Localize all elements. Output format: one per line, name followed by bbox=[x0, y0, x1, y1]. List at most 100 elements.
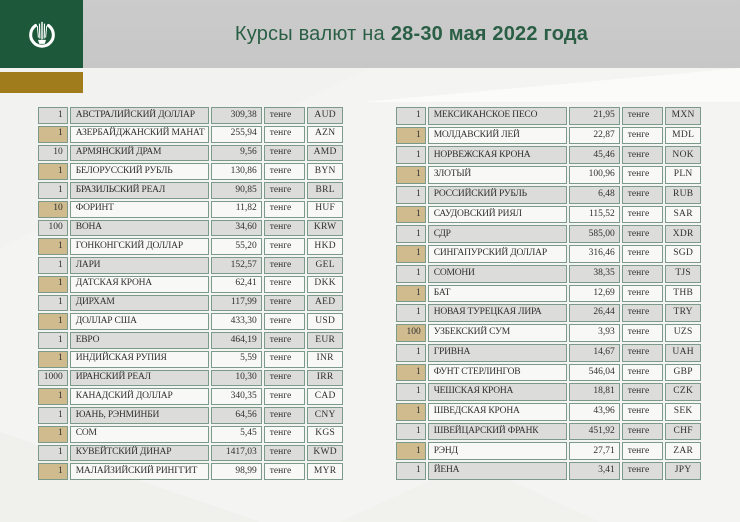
currency-name-cell: АЗЕРБАЙДЖАНСКИЙ МАНАТ bbox=[69, 125, 210, 143]
unit-cell: тенге bbox=[621, 245, 664, 263]
rate-value-cell: 98,99 bbox=[211, 463, 262, 480]
currency-row: 1 РОССИЙСКИЙ РУБЛЬ 6,48 тенге RUB bbox=[396, 185, 701, 204]
currency-code-cell: BRL bbox=[307, 182, 343, 199]
rate-value-cell: 1417,03 bbox=[211, 444, 262, 462]
rate-value-cell: 115,52 bbox=[569, 205, 620, 224]
unit-cell: тенге bbox=[621, 304, 664, 323]
currency-row: 1 НОРВЕЖСКАЯ КРОНА 45,46 тенге NOK bbox=[396, 146, 701, 165]
quantity-cell: 1 bbox=[396, 343, 426, 362]
quantity-cell: 1 bbox=[396, 462, 426, 480]
quantity-cell: 1 bbox=[396, 304, 426, 323]
quantity-cell: 1 bbox=[38, 425, 68, 443]
currency-row: 1 ЗЛОТЫЙ 100,96 тенге PLN bbox=[396, 166, 701, 184]
rate-value-cell: 130,86 bbox=[211, 163, 262, 180]
currency-row: 1 ФУНТ СТЕРЛИНГОВ 546,04 тенге GBP bbox=[396, 363, 701, 382]
rate-value-cell: 585,00 bbox=[569, 225, 620, 244]
quantity-cell: 100 bbox=[396, 324, 426, 342]
currency-row: 1 ЙЕНА 3,41 тенге JPY bbox=[396, 462, 701, 480]
gold-accent-bar bbox=[0, 72, 83, 93]
currency-name-cell: ГРИВНА bbox=[427, 343, 568, 362]
currency-row: 1 СДР 585,00 тенге XDR bbox=[396, 225, 701, 244]
rate-value-cell: 100,96 bbox=[569, 166, 620, 184]
rate-value-cell: 14,67 bbox=[569, 343, 620, 362]
quantity-cell: 10 bbox=[38, 144, 68, 162]
currency-row: 1 НОВАЯ ТУРЕЦКАЯ ЛИРА 26,44 тенге TRY bbox=[396, 304, 701, 323]
currency-row: 1 САУДОВСКИЙ РИЯЛ 115,52 тенге SAR bbox=[396, 205, 701, 224]
currency-code-cell: TJS bbox=[665, 264, 701, 283]
currency-name-cell: ФУНТ СТЕРЛИНГОВ bbox=[427, 363, 568, 382]
rate-value-cell: 309,38 bbox=[211, 107, 262, 124]
quantity-cell: 1000 bbox=[38, 369, 68, 387]
unit-cell: тенге bbox=[263, 163, 306, 180]
quantity-cell: 1 bbox=[38, 107, 68, 124]
rate-value-cell: 5,45 bbox=[211, 425, 262, 443]
unit-cell: тенге bbox=[621, 343, 664, 362]
currency-code-cell: CHF bbox=[665, 422, 701, 441]
unit-cell: тенге bbox=[621, 284, 664, 303]
unit-cell: тенге bbox=[263, 144, 306, 162]
national-bank-logo bbox=[0, 0, 83, 68]
currency-name-cell: НОРВЕЖСКАЯ КРОНА bbox=[427, 146, 568, 165]
currency-name-cell: СИНГАПУРСКИЙ ДОЛЛАР bbox=[427, 245, 568, 263]
rate-value-cell: 340,35 bbox=[211, 388, 262, 405]
currency-name-cell: ИНДИЙСКАЯ РУПИЯ bbox=[69, 350, 210, 368]
quantity-cell: 1 bbox=[38, 444, 68, 462]
currency-row: 1 ДАТСКАЯ КРОНА 62,41 тенге DKK bbox=[38, 275, 343, 293]
unit-cell: тенге bbox=[263, 238, 306, 255]
currency-row: 1 ШВЕДСКАЯ КРОНА 43,96 тенге SEK bbox=[396, 403, 701, 421]
unit-cell: тенге bbox=[621, 107, 664, 125]
quantity-cell: 1 bbox=[396, 422, 426, 441]
quantity-cell: 1 bbox=[38, 294, 68, 312]
currency-row: 1 ЮАНЬ, РЭНМИНБИ 64,56 тенге CNY bbox=[38, 407, 343, 424]
currency-code-cell: CNY bbox=[307, 407, 343, 424]
currency-code-cell: KGS bbox=[307, 425, 343, 443]
quantity-cell: 1 bbox=[396, 146, 426, 165]
currency-row: 1 РЭНД 27,71 тенге ZAR bbox=[396, 442, 701, 461]
currency-code-cell: DKK bbox=[307, 275, 343, 293]
page-title-regular: Курсы валют на bbox=[234, 22, 385, 45]
currency-code-cell: AUD bbox=[307, 107, 343, 124]
unit-cell: тенге bbox=[263, 275, 306, 293]
quantity-cell: 1 bbox=[396, 205, 426, 224]
rate-value-cell: 90,85 bbox=[211, 182, 262, 199]
currency-name-cell: МЕКСИКАНСКОЕ ПЕСО bbox=[427, 107, 568, 125]
currency-code-cell: RUB bbox=[665, 185, 701, 204]
rate-value-cell: 64,56 bbox=[211, 407, 262, 424]
currency-row: 1 БЕЛОРУССКИЙ РУБЛЬ 130,86 тенге BYN bbox=[38, 163, 343, 180]
currency-name-cell: СОМОНИ bbox=[427, 264, 568, 283]
currency-name-cell: БАТ bbox=[427, 284, 568, 303]
unit-cell: тенге bbox=[621, 225, 664, 244]
unit-cell: тенге bbox=[263, 407, 306, 424]
currency-code-cell: CZK bbox=[665, 383, 701, 402]
bank-emblem-icon bbox=[24, 16, 60, 52]
currency-name-cell: САУДОВСКИЙ РИЯЛ bbox=[427, 205, 568, 224]
unit-cell: тенге bbox=[263, 425, 306, 443]
rate-value-cell: 21,95 bbox=[569, 107, 620, 125]
currency-code-cell: MXN bbox=[665, 107, 701, 125]
page-title-dates: 28-30 мая 2022 года bbox=[390, 22, 589, 45]
unit-cell: тенге bbox=[263, 107, 306, 124]
unit-cell: тенге bbox=[621, 422, 664, 441]
rate-value-cell: 43,96 bbox=[569, 403, 620, 421]
currency-code-cell: HUF bbox=[307, 200, 343, 218]
quantity-cell: 1 bbox=[396, 383, 426, 402]
unit-cell: тенге bbox=[263, 125, 306, 143]
quantity-cell: 1 bbox=[396, 442, 426, 461]
currency-row: 1 ЕВРО 464,19 тенге EUR bbox=[38, 332, 343, 349]
unit-cell: тенге bbox=[263, 350, 306, 368]
currency-name-cell: ЛАРИ bbox=[69, 257, 210, 274]
background-watermark-wedge bbox=[362, 68, 740, 102]
currency-name-cell: ГОНКОНГСКИЙ ДОЛЛАР bbox=[69, 238, 210, 255]
currency-code-cell: AZN bbox=[307, 125, 343, 143]
rate-value-cell: 316,46 bbox=[569, 245, 620, 263]
currency-name-cell: МОЛДАВСКИЙ ЛЕЙ bbox=[427, 126, 568, 145]
currency-row: 1 ДИРХАМ 117,99 тенге AED bbox=[38, 294, 343, 312]
quantity-cell: 1 bbox=[396, 284, 426, 303]
currency-row: 1 ГРИВНА 14,67 тенге UAH bbox=[396, 343, 701, 362]
rate-value-cell: 5,59 bbox=[211, 350, 262, 368]
quantity-cell: 1 bbox=[38, 388, 68, 405]
quantity-cell: 1 bbox=[396, 107, 426, 125]
quantity-cell: 1 bbox=[38, 332, 68, 349]
currency-name-cell: ЕВРО bbox=[69, 332, 210, 349]
rate-value-cell: 11,82 bbox=[211, 200, 262, 218]
